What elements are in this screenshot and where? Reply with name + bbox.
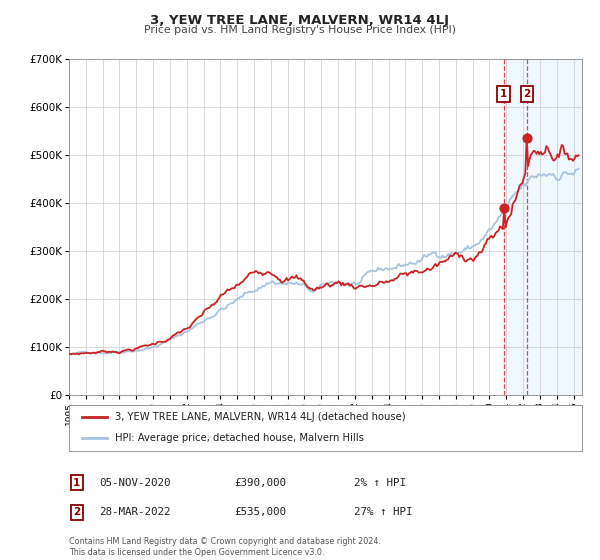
Text: 2% ↑ HPI: 2% ↑ HPI xyxy=(354,478,406,488)
Text: 1: 1 xyxy=(500,89,507,99)
Text: Price paid vs. HM Land Registry's House Price Index (HPI): Price paid vs. HM Land Registry's House … xyxy=(144,25,456,35)
Text: 05-NOV-2020: 05-NOV-2020 xyxy=(99,478,170,488)
Text: 3, YEW TREE LANE, MALVERN, WR14 4LJ (detached house): 3, YEW TREE LANE, MALVERN, WR14 4LJ (det… xyxy=(115,412,406,422)
Text: 2: 2 xyxy=(73,507,80,517)
Text: 28-MAR-2022: 28-MAR-2022 xyxy=(99,507,170,517)
Text: £535,000: £535,000 xyxy=(234,507,286,517)
Text: 1: 1 xyxy=(73,478,80,488)
Text: 2: 2 xyxy=(524,89,531,99)
Text: £390,000: £390,000 xyxy=(234,478,286,488)
Text: 27% ↑ HPI: 27% ↑ HPI xyxy=(354,507,413,517)
Text: HPI: Average price, detached house, Malvern Hills: HPI: Average price, detached house, Malv… xyxy=(115,433,364,444)
Text: 3, YEW TREE LANE, MALVERN, WR14 4LJ: 3, YEW TREE LANE, MALVERN, WR14 4LJ xyxy=(151,14,449,27)
Text: This data is licensed under the Open Government Licence v3.0.: This data is licensed under the Open Gov… xyxy=(69,548,325,557)
Text: Contains HM Land Registry data © Crown copyright and database right 2024.: Contains HM Land Registry data © Crown c… xyxy=(69,537,381,546)
Point xyxy=(499,203,508,212)
Point xyxy=(523,133,532,142)
Bar xyxy=(503,59,599,395)
